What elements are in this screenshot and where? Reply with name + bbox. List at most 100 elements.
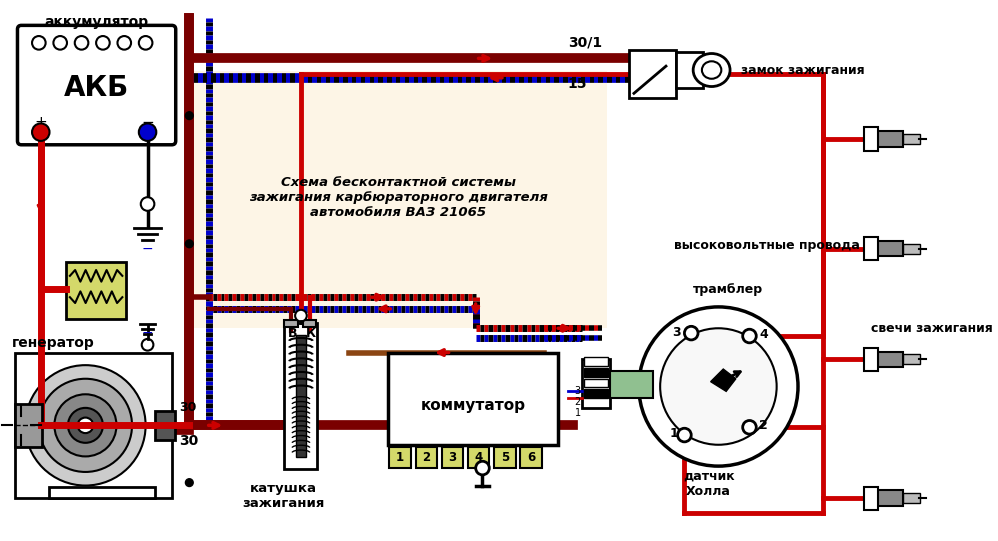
Circle shape bbox=[743, 420, 756, 434]
Bar bbox=[903, 244, 920, 254]
Bar bbox=[629, 50, 676, 98]
Circle shape bbox=[78, 418, 93, 433]
Circle shape bbox=[118, 36, 131, 50]
Text: 15: 15 bbox=[568, 77, 588, 91]
Bar bbox=[903, 134, 920, 144]
Text: аккумулятор: аккумулятор bbox=[44, 16, 148, 29]
Bar bbox=[864, 127, 877, 150]
Circle shape bbox=[96, 36, 110, 50]
Circle shape bbox=[639, 307, 798, 466]
Bar bbox=[864, 348, 877, 371]
Circle shape bbox=[186, 112, 194, 120]
Circle shape bbox=[54, 36, 67, 50]
Text: высоковольтные провода: высоковольтные провода bbox=[674, 239, 860, 252]
Ellipse shape bbox=[702, 61, 722, 79]
Circle shape bbox=[678, 428, 692, 442]
Circle shape bbox=[743, 329, 756, 343]
Text: катушка
зажигания: катушка зажигания bbox=[243, 482, 324, 510]
Bar bbox=[15, 404, 42, 447]
Bar bbox=[585, 379, 608, 387]
Text: 6: 6 bbox=[527, 451, 535, 464]
Circle shape bbox=[32, 36, 46, 50]
Text: 4: 4 bbox=[474, 451, 483, 464]
Text: 1: 1 bbox=[575, 407, 581, 418]
Bar bbox=[303, 320, 316, 327]
Text: −: − bbox=[141, 115, 154, 130]
Text: свечи зажигания: свечи зажигания bbox=[871, 322, 993, 335]
Circle shape bbox=[186, 240, 194, 248]
Bar bbox=[415, 447, 437, 468]
Circle shape bbox=[141, 197, 155, 211]
Circle shape bbox=[139, 123, 157, 141]
Bar bbox=[875, 241, 903, 256]
Bar bbox=[583, 359, 610, 408]
Bar bbox=[585, 368, 608, 377]
Bar bbox=[442, 447, 463, 468]
Circle shape bbox=[39, 379, 132, 472]
Text: −: − bbox=[142, 326, 154, 340]
Circle shape bbox=[660, 328, 776, 445]
Text: К: К bbox=[305, 327, 316, 340]
Bar bbox=[585, 390, 608, 398]
Text: 3: 3 bbox=[672, 326, 681, 339]
Text: 4: 4 bbox=[759, 328, 767, 341]
Text: трамблер: трамблер bbox=[693, 283, 763, 296]
Bar bbox=[66, 262, 126, 319]
Text: 3: 3 bbox=[448, 451, 456, 464]
Text: 30: 30 bbox=[180, 401, 197, 414]
Circle shape bbox=[142, 339, 154, 351]
Bar bbox=[875, 490, 903, 506]
Text: 3: 3 bbox=[575, 386, 581, 396]
Bar bbox=[284, 320, 298, 327]
Bar bbox=[875, 352, 903, 367]
Text: 2: 2 bbox=[422, 451, 430, 464]
Bar bbox=[156, 411, 175, 440]
Bar bbox=[49, 486, 156, 498]
Bar bbox=[284, 324, 317, 469]
Text: генератор: генератор bbox=[12, 336, 95, 350]
Bar bbox=[15, 353, 172, 498]
Circle shape bbox=[476, 461, 489, 475]
Text: 5: 5 bbox=[501, 451, 509, 464]
Bar bbox=[864, 486, 877, 510]
Bar bbox=[903, 354, 920, 364]
Ellipse shape bbox=[694, 54, 731, 87]
Bar bbox=[585, 358, 608, 366]
Bar bbox=[610, 371, 654, 398]
Bar bbox=[296, 335, 305, 457]
Circle shape bbox=[75, 36, 89, 50]
Circle shape bbox=[139, 36, 153, 50]
Text: 2: 2 bbox=[759, 419, 767, 432]
Text: датчик
Холла: датчик Холла bbox=[683, 470, 735, 498]
Circle shape bbox=[54, 394, 117, 457]
Text: −: − bbox=[142, 242, 154, 256]
Text: 30: 30 bbox=[180, 434, 199, 448]
Text: 30/1: 30/1 bbox=[568, 36, 602, 50]
Bar bbox=[903, 493, 920, 503]
Circle shape bbox=[32, 123, 50, 141]
Text: коммутатор: коммутатор bbox=[420, 398, 525, 413]
Bar bbox=[676, 51, 703, 89]
Text: Схема бесконтактной системы
зажигания карбюраторного двигателя
автомобиля ВАЗ 21: Схема бесконтактной системы зажигания ка… bbox=[249, 176, 548, 219]
Bar bbox=[875, 131, 903, 147]
Bar bbox=[468, 447, 489, 468]
Circle shape bbox=[68, 408, 103, 443]
Bar bbox=[190, 71, 607, 328]
Circle shape bbox=[685, 326, 698, 340]
FancyBboxPatch shape bbox=[18, 25, 176, 145]
Text: 2: 2 bbox=[575, 397, 581, 407]
Bar bbox=[494, 447, 516, 468]
Bar bbox=[389, 447, 410, 468]
Bar bbox=[864, 237, 877, 260]
Circle shape bbox=[186, 479, 194, 486]
Text: замок зажигания: замок зажигания bbox=[741, 64, 864, 77]
Bar bbox=[520, 447, 542, 468]
Text: В: В bbox=[288, 327, 297, 340]
Bar bbox=[388, 353, 558, 445]
Circle shape bbox=[295, 310, 306, 321]
Circle shape bbox=[25, 365, 146, 485]
Text: 1: 1 bbox=[670, 427, 679, 440]
Text: +: + bbox=[34, 115, 47, 130]
Text: АКБ: АКБ bbox=[64, 74, 129, 102]
Text: 1: 1 bbox=[396, 451, 404, 464]
